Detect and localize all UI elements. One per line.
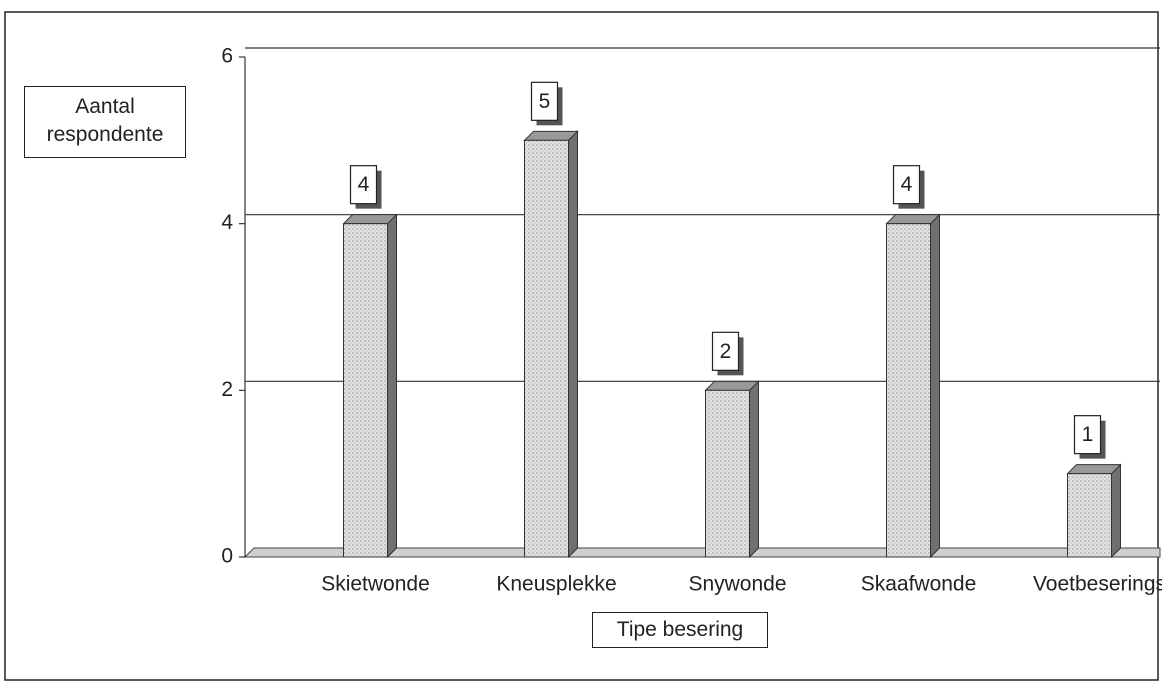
bar-side bbox=[568, 130, 578, 559]
bar-top bbox=[342, 214, 398, 225]
frame bbox=[4, 11, 1159, 681]
data-label-box bbox=[530, 81, 559, 121]
bar-side bbox=[387, 213, 397, 559]
data-label: 5 bbox=[539, 90, 551, 113]
x-tick-label: Skaafwonde bbox=[861, 573, 977, 596]
bar-side bbox=[1111, 463, 1121, 559]
y-tick-label: 2 bbox=[221, 378, 233, 401]
data-label: 4 bbox=[358, 173, 370, 196]
bar-top bbox=[523, 130, 579, 141]
data-label: 4 bbox=[901, 173, 913, 196]
data-label-box bbox=[1073, 415, 1102, 455]
bar bbox=[343, 223, 388, 558]
data-label-box bbox=[349, 165, 378, 205]
bar bbox=[705, 389, 750, 558]
data-label: 1 bbox=[1082, 423, 1094, 446]
y-tick-label: 0 bbox=[221, 545, 233, 568]
y-tick-label: 6 bbox=[221, 45, 233, 68]
x-tick-label: Skietwonde bbox=[321, 573, 430, 596]
bar-side bbox=[749, 380, 759, 559]
x-axis-label: Tipe besering bbox=[592, 612, 768, 648]
bar-side bbox=[930, 213, 940, 559]
y-tick-label: 4 bbox=[221, 211, 233, 234]
bar-top bbox=[704, 380, 760, 391]
x-tick-label: Voetbeserings bbox=[1033, 573, 1162, 596]
data-label-box bbox=[711, 331, 740, 371]
data-label: 2 bbox=[720, 340, 732, 363]
bar bbox=[886, 223, 931, 558]
bar-top bbox=[1066, 464, 1122, 475]
x-tick-label: Kneusplekke bbox=[496, 573, 616, 596]
bar bbox=[524, 139, 569, 558]
bar-top bbox=[885, 214, 941, 225]
bar bbox=[1067, 473, 1112, 558]
y-axis-label: Aantal respondente bbox=[24, 86, 186, 158]
x-tick-label: Snywonde bbox=[688, 573, 786, 596]
data-label-box bbox=[892, 165, 921, 205]
